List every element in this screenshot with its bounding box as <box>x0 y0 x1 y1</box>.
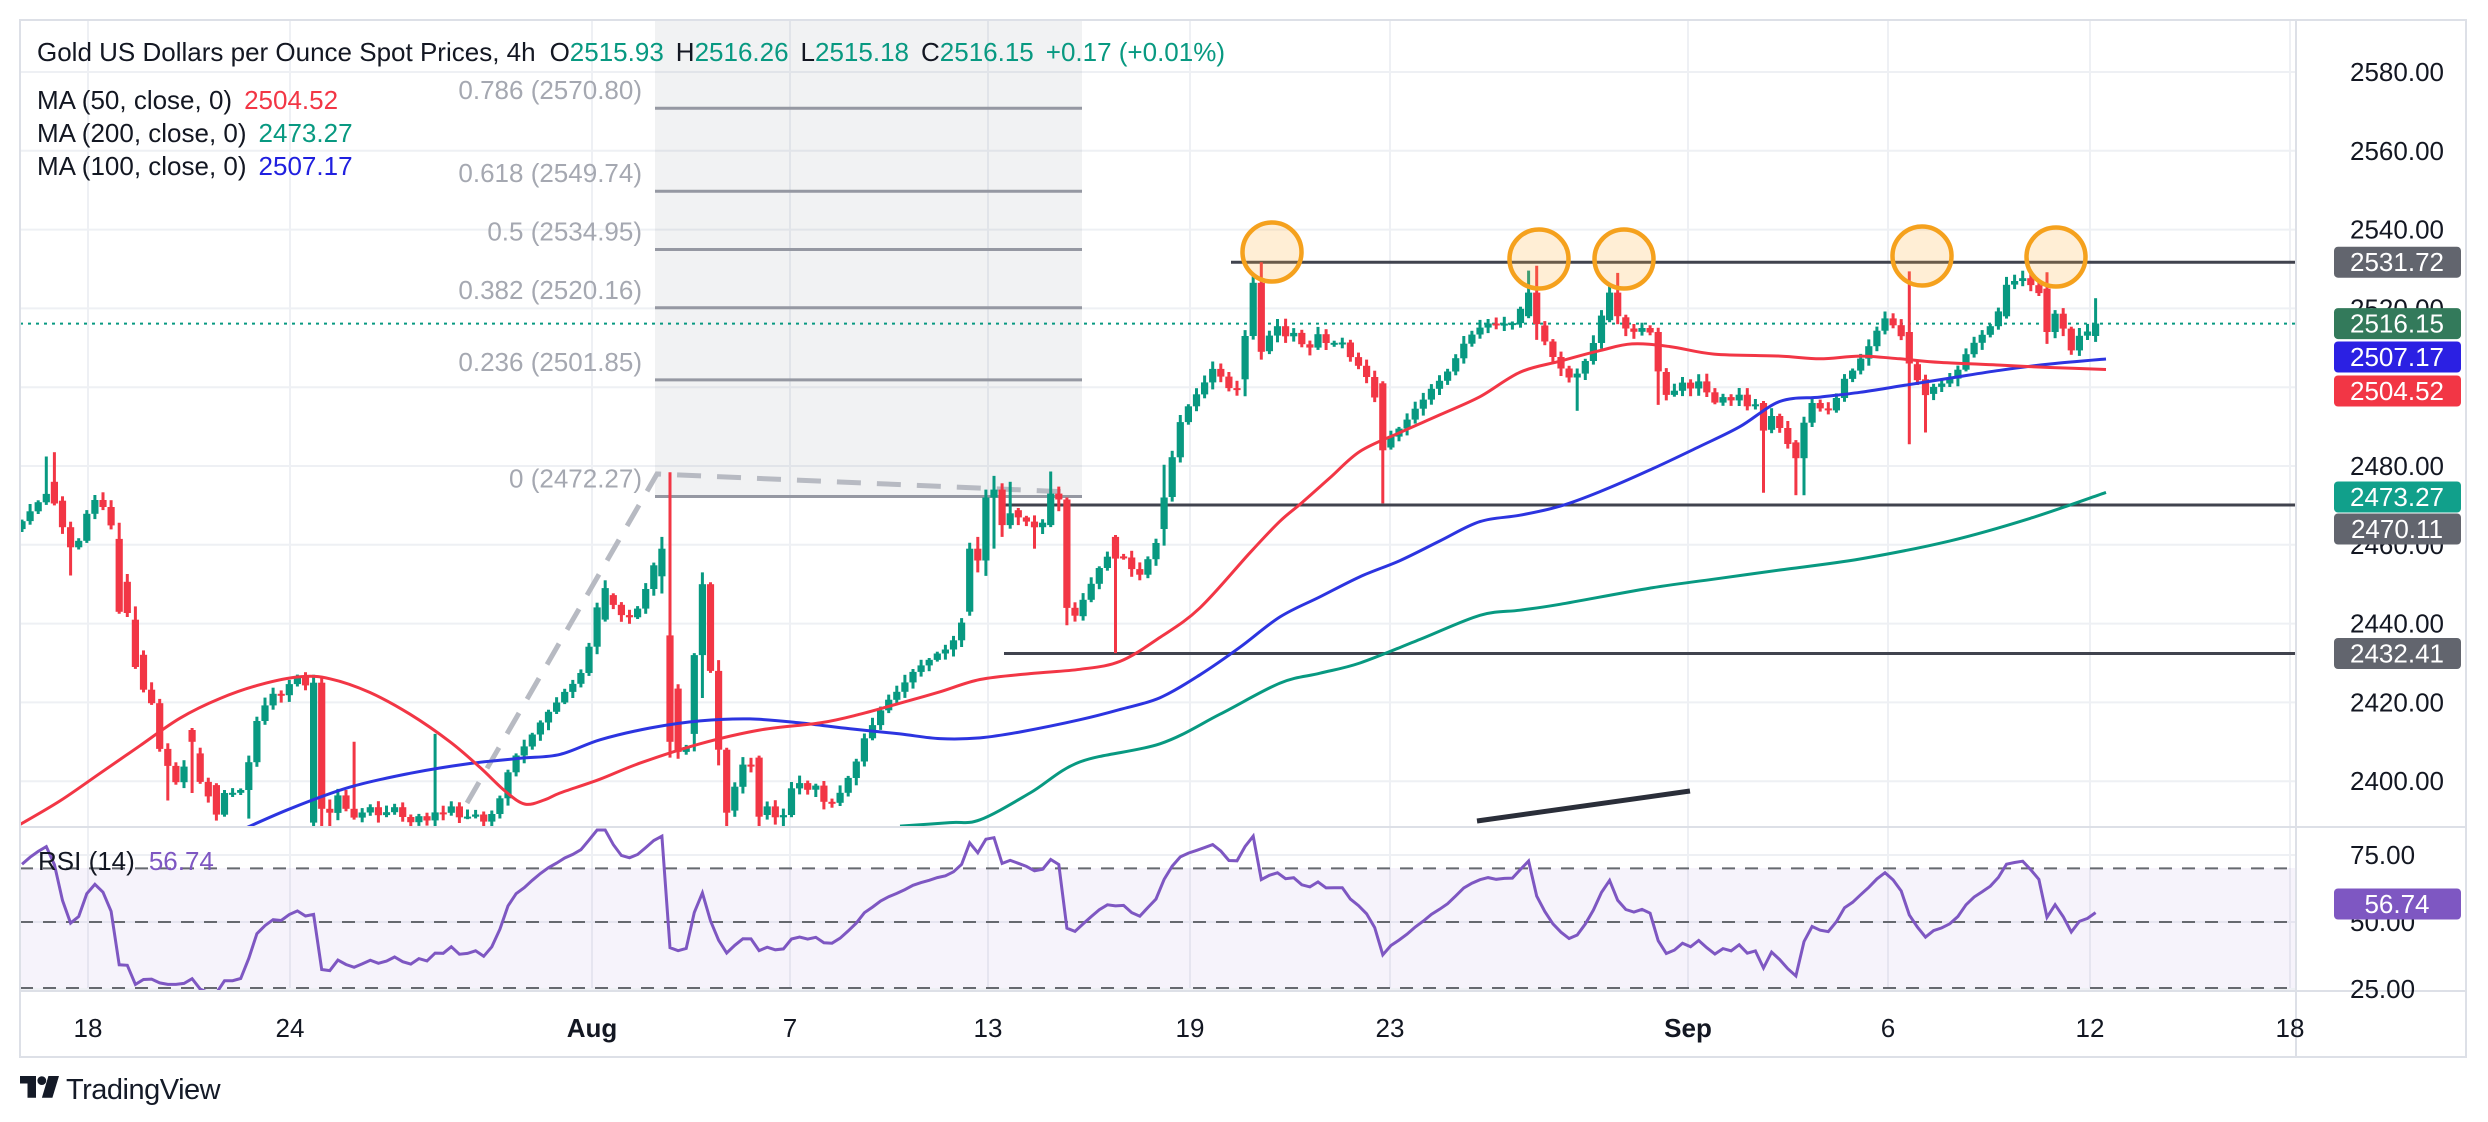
svg-text:6: 6 <box>1881 1013 1895 1043</box>
svg-text:Gold US Dollars per Ounce Spot: Gold US Dollars per Ounce Spot Prices, 4… <box>37 37 1225 67</box>
svg-text:2432.41: 2432.41 <box>2350 639 2444 669</box>
svg-text:13: 13 <box>974 1013 1003 1043</box>
svg-text:0 (2472.27): 0 (2472.27) <box>509 464 642 494</box>
svg-text:MA (50, close, 0)2504.52: MA (50, close, 0) 2504.52 <box>37 85 338 115</box>
svg-text:MA (200, close, 0)2473.27: MA (200, close, 0) 2473.27 <box>37 118 353 148</box>
svg-text:RSI (14)56.74: RSI (14) 56.74 <box>38 846 214 876</box>
svg-text:7: 7 <box>783 1013 797 1043</box>
svg-text:Aug: Aug <box>567 1013 618 1043</box>
svg-text:25.00: 25.00 <box>2350 974 2415 1004</box>
svg-text:2531.72: 2531.72 <box>2350 247 2444 277</box>
svg-text:75.00: 75.00 <box>2350 840 2415 870</box>
svg-text:0.236 (2501.85): 0.236 (2501.85) <box>458 347 642 377</box>
svg-text:2504.52: 2504.52 <box>2350 376 2444 406</box>
svg-text:2420.00: 2420.00 <box>2350 687 2444 717</box>
svg-text:2440.00: 2440.00 <box>2350 609 2444 639</box>
svg-text:0.382 (2520.16): 0.382 (2520.16) <box>458 275 642 305</box>
svg-text:2470.11: 2470.11 <box>2351 514 2443 544</box>
svg-text:56.74: 56.74 <box>2364 889 2429 919</box>
svg-text:12: 12 <box>2076 1013 2105 1043</box>
svg-text:TradingView: TradingView <box>66 1074 222 1106</box>
svg-text:MA (100, close, 0)2507.17: MA (100, close, 0) 2507.17 <box>37 151 353 181</box>
svg-text:2473.27: 2473.27 <box>2350 482 2444 512</box>
svg-text:2507.17: 2507.17 <box>2350 342 2444 372</box>
svg-text:24: 24 <box>276 1013 305 1043</box>
svg-text:2560.00: 2560.00 <box>2350 136 2444 166</box>
svg-text:19: 19 <box>1176 1013 1205 1043</box>
svg-text:0.5 (2534.95): 0.5 (2534.95) <box>487 217 642 247</box>
svg-text:2400.00: 2400.00 <box>2350 766 2444 796</box>
svg-text:Sep: Sep <box>1664 1013 1712 1043</box>
svg-text:18: 18 <box>2276 1013 2305 1043</box>
svg-text:2540.00: 2540.00 <box>2350 215 2444 245</box>
svg-text:2516.15: 2516.15 <box>2350 309 2444 339</box>
svg-text:23: 23 <box>1376 1013 1405 1043</box>
svg-text:18: 18 <box>74 1013 103 1043</box>
svg-text:0.618 (2549.74): 0.618 (2549.74) <box>458 158 642 188</box>
svg-text:2480.00: 2480.00 <box>2350 451 2444 481</box>
svg-text:0.786 (2570.80): 0.786 (2570.80) <box>458 75 642 105</box>
svg-text:2580.00: 2580.00 <box>2350 57 2444 87</box>
